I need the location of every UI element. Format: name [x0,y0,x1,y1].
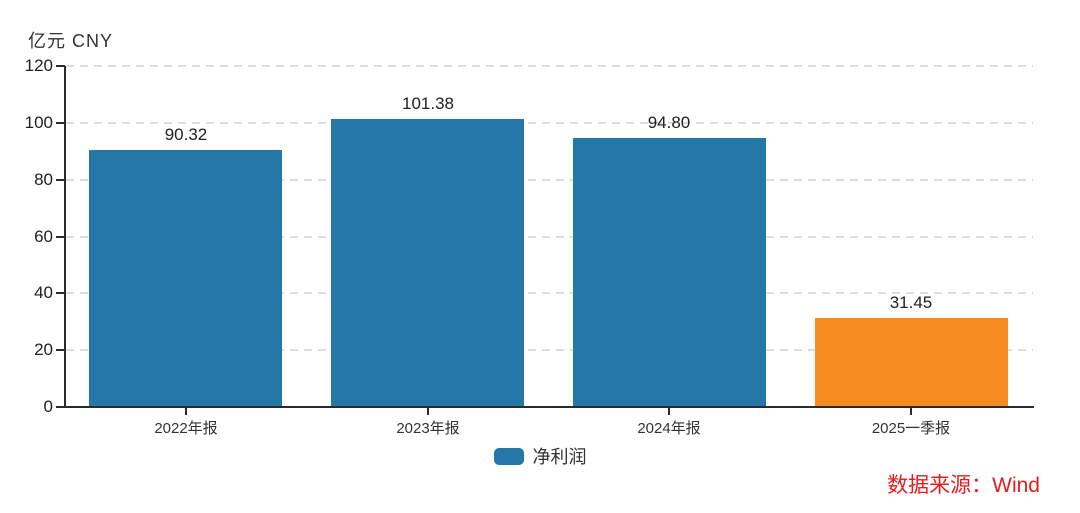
y-axis-tick-40 [56,292,65,295]
y-axis-tick-120 [56,65,65,67]
y-axis-tick-label-100: 100 [24,112,53,132]
y-axis-tick-20 [56,349,65,352]
x-axis-label-2025一季报: 2025一季报 [871,420,951,437]
x-axis-tick-2024年报 [668,408,670,415]
bar-value-label-2022年报: 90.32 [164,125,208,145]
x-axis-tick-2025一季报 [910,408,912,415]
bar-2023年报 [331,118,524,407]
x-axis-line [64,406,1034,408]
x-axis-tick-2023年报 [427,408,429,415]
y-axis-tick-label-20: 20 [34,340,53,360]
bar-2025一季报 [815,317,1008,407]
gridline-20 [66,349,1033,352]
y-axis-tick-label-120: 120 [24,56,53,75]
x-axis-label-2024年报: 2024年报 [637,420,701,437]
y-axis-tick-0 [56,406,65,408]
x-axis-label-2023年报: 2023年报 [396,420,460,437]
y-axis-tick-60 [56,235,65,238]
legend: 净利润 [0,444,1080,468]
source-note: 数据来源：Wind [887,474,1040,497]
y-axis-tick-100 [56,121,65,124]
gridline-100 [66,121,1033,124]
bar-2022年报 [89,150,282,407]
bar-value-label-2025一季报: 31.45 [889,292,933,312]
y-axis-line [64,66,66,407]
gridline-80 [66,178,1033,181]
y-axis-tick-label-60: 60 [34,226,53,246]
gridline-120 [66,65,1033,67]
y-axis-tick-label-40: 40 [34,283,53,303]
y-axis-tick-label-0: 0 [43,397,53,416]
x-axis-tick-2022年报 [185,408,187,415]
y-axis-unit-label: 亿元 CNY [28,31,114,51]
bar-2024年报 [573,137,766,407]
bar-value-label-2024年报: 94.80 [647,112,691,132]
y-axis-tick-label-80: 80 [34,169,53,189]
y-axis-tick-80 [56,178,65,181]
gridline-60 [66,235,1033,238]
x-axis-label-2022年报: 2022年报 [154,420,218,437]
legend-swatch-net-profit [493,447,524,465]
legend-label: 净利润 [532,447,587,467]
bar-value-label-2023年报: 101.38 [402,93,454,113]
gridline-40 [66,292,1033,295]
